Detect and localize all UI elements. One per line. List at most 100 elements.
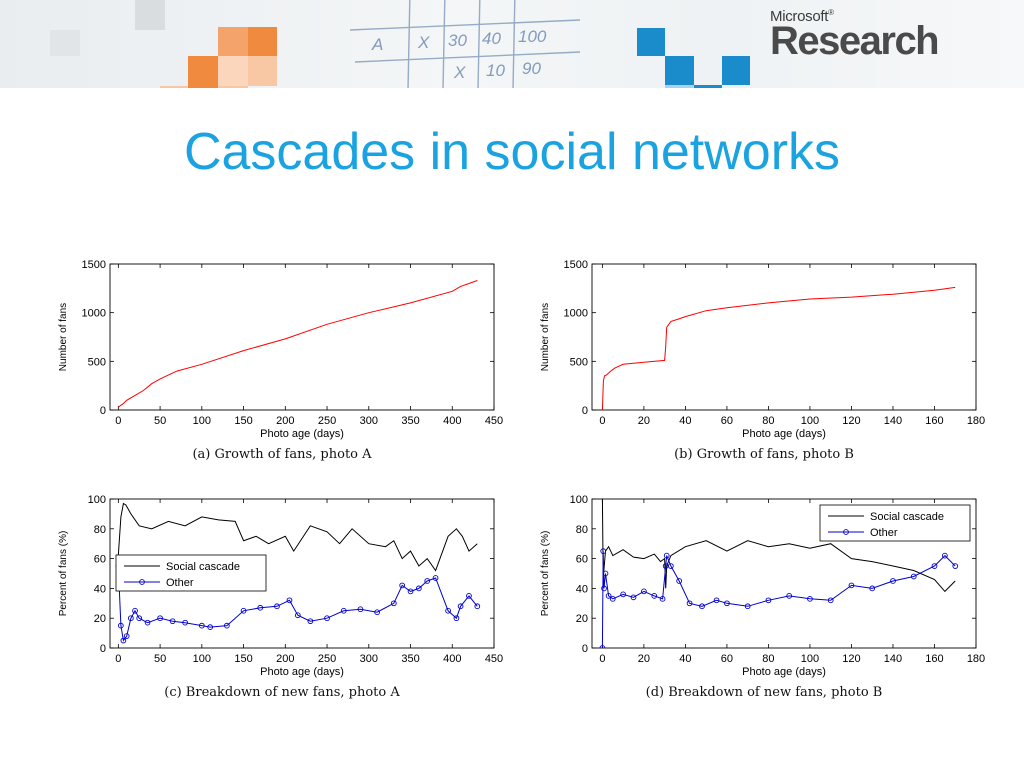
- y-tick-label: 80: [94, 524, 106, 536]
- y-tick-label: 1000: [82, 308, 106, 320]
- series-point: [416, 585, 422, 592]
- orange-tile: [218, 86, 248, 88]
- x-tick-label: 100: [193, 415, 211, 427]
- y-tick-label: 80: [576, 524, 588, 536]
- y-tick-label: 500: [570, 356, 588, 368]
- sketch-text: 90: [522, 59, 541, 78]
- chart-b: 0 20 40 60 80 100 120 140 160 180 0 500 1000 1500 Phot…: [540, 259, 985, 462]
- y-tick-label: 100: [570, 494, 588, 506]
- y-tick-label: 40: [576, 583, 588, 595]
- x-axis-label: Photo age (days): [260, 428, 344, 440]
- x-axis-label: Photo age (days): [742, 666, 826, 678]
- header-banner: A X 30 40 100 X 10 90 Microsoft® Researc…: [0, 0, 1024, 88]
- x-tick-label: 350: [401, 653, 419, 665]
- orange-tile: [188, 86, 218, 88]
- orange-tile: [248, 27, 277, 56]
- brand-small-text: Microsoft: [770, 8, 829, 25]
- blue-tile: [694, 85, 722, 88]
- x-tick-label: 400: [443, 653, 461, 665]
- series-point: [128, 615, 134, 622]
- x-axis-label: Photo age (days): [260, 666, 344, 678]
- series-point: [207, 624, 214, 630]
- series-point: [620, 591, 626, 598]
- series-point: [713, 597, 720, 604]
- y-tick-label: 0: [100, 643, 106, 655]
- legend-label: Other: [166, 577, 194, 589]
- blue-tile: [665, 56, 694, 85]
- series-point: [118, 622, 124, 629]
- sketch-text: X: [417, 33, 430, 52]
- chart-c: 0 50 100 150 200 250 300 350 400 450 0 20 40 60 80 100 P…: [58, 494, 503, 700]
- x-tick-label: 200: [276, 653, 294, 665]
- x-tick-label: 180: [967, 653, 985, 665]
- x-tick-label: 0: [599, 653, 605, 665]
- chart-caption: (b) Growth of fans, photo B: [674, 447, 854, 462]
- x-tick-label: 40: [679, 653, 691, 665]
- series-point: [605, 592, 612, 599]
- series-point: [744, 603, 751, 610]
- series-point: [453, 615, 460, 622]
- legend-label: Social cascade: [166, 561, 240, 573]
- chart-caption: (a) Growth of fans, photo A: [192, 447, 372, 462]
- y-tick-label: 60: [576, 554, 588, 566]
- series-point: [676, 578, 683, 584]
- x-tick-label: 450: [485, 653, 503, 665]
- legend-marker: [843, 529, 849, 535]
- series-point: [686, 600, 693, 607]
- y-axis-label: Number of fans: [540, 303, 551, 371]
- legend-label: Social cascade: [870, 511, 944, 523]
- series-point: [424, 578, 431, 584]
- series-point: [445, 607, 451, 614]
- series-point: [848, 582, 855, 589]
- y-tick-label: 40: [94, 583, 106, 595]
- legend: Social cascade Other: [115, 554, 267, 592]
- plot-area: [599, 499, 959, 648]
- series-point: [474, 603, 481, 610]
- x-tick-label: 160: [925, 653, 943, 665]
- orange-tile: [188, 56, 218, 86]
- y-tick-label: 20: [576, 613, 588, 625]
- chart-caption: (c) Breakdown of new fans, photo A: [164, 685, 400, 700]
- series-point: [457, 603, 464, 610]
- sketch-text: 10: [486, 61, 505, 80]
- x-tick-label: 100: [801, 653, 819, 665]
- series-point: [123, 633, 130, 639]
- y-tick-label: 0: [100, 405, 106, 417]
- series-point: [724, 600, 730, 607]
- series-point: [224, 622, 230, 629]
- x-tick-label: 140: [884, 653, 902, 665]
- x-tick-label: 60: [721, 415, 733, 427]
- series-point: [136, 615, 143, 622]
- x-tick-label: 100: [801, 415, 819, 427]
- series-point: [432, 575, 439, 581]
- plot-frame: [109, 263, 495, 411]
- x-tick-label: 250: [318, 415, 336, 427]
- orange-tile: [218, 27, 248, 56]
- blue-tile: [665, 85, 694, 88]
- series-point: [182, 619, 188, 626]
- series-point: [132, 607, 138, 614]
- series-point: [169, 618, 176, 625]
- x-tick-label: 20: [638, 415, 650, 427]
- y-tick-label: 60: [94, 554, 106, 566]
- series-point: [340, 607, 347, 614]
- orange-tile: [218, 56, 248, 86]
- legend-label: Other: [870, 527, 898, 539]
- chart-caption: (d) Breakdown of new fans, photo B: [646, 685, 883, 700]
- y-tick-label: 0: [582, 405, 588, 417]
- series-point: [827, 597, 834, 604]
- x-tick-label: 40: [679, 415, 691, 427]
- legend: Social cascade Other: [819, 504, 971, 542]
- x-tick-label: 80: [762, 653, 774, 665]
- series-point: [641, 588, 647, 595]
- series-point: [601, 585, 607, 592]
- x-tick-label: 150: [234, 653, 252, 665]
- series-line-other: [601, 551, 956, 648]
- series-line-fans: [601, 286, 956, 410]
- x-tick-label: 100: [193, 653, 211, 665]
- series-point: [765, 597, 772, 604]
- series-line-social-cascade: [117, 502, 478, 572]
- x-tick-label: 50: [154, 653, 166, 665]
- plot-area: [115, 502, 481, 644]
- plot-area: [601, 286, 956, 410]
